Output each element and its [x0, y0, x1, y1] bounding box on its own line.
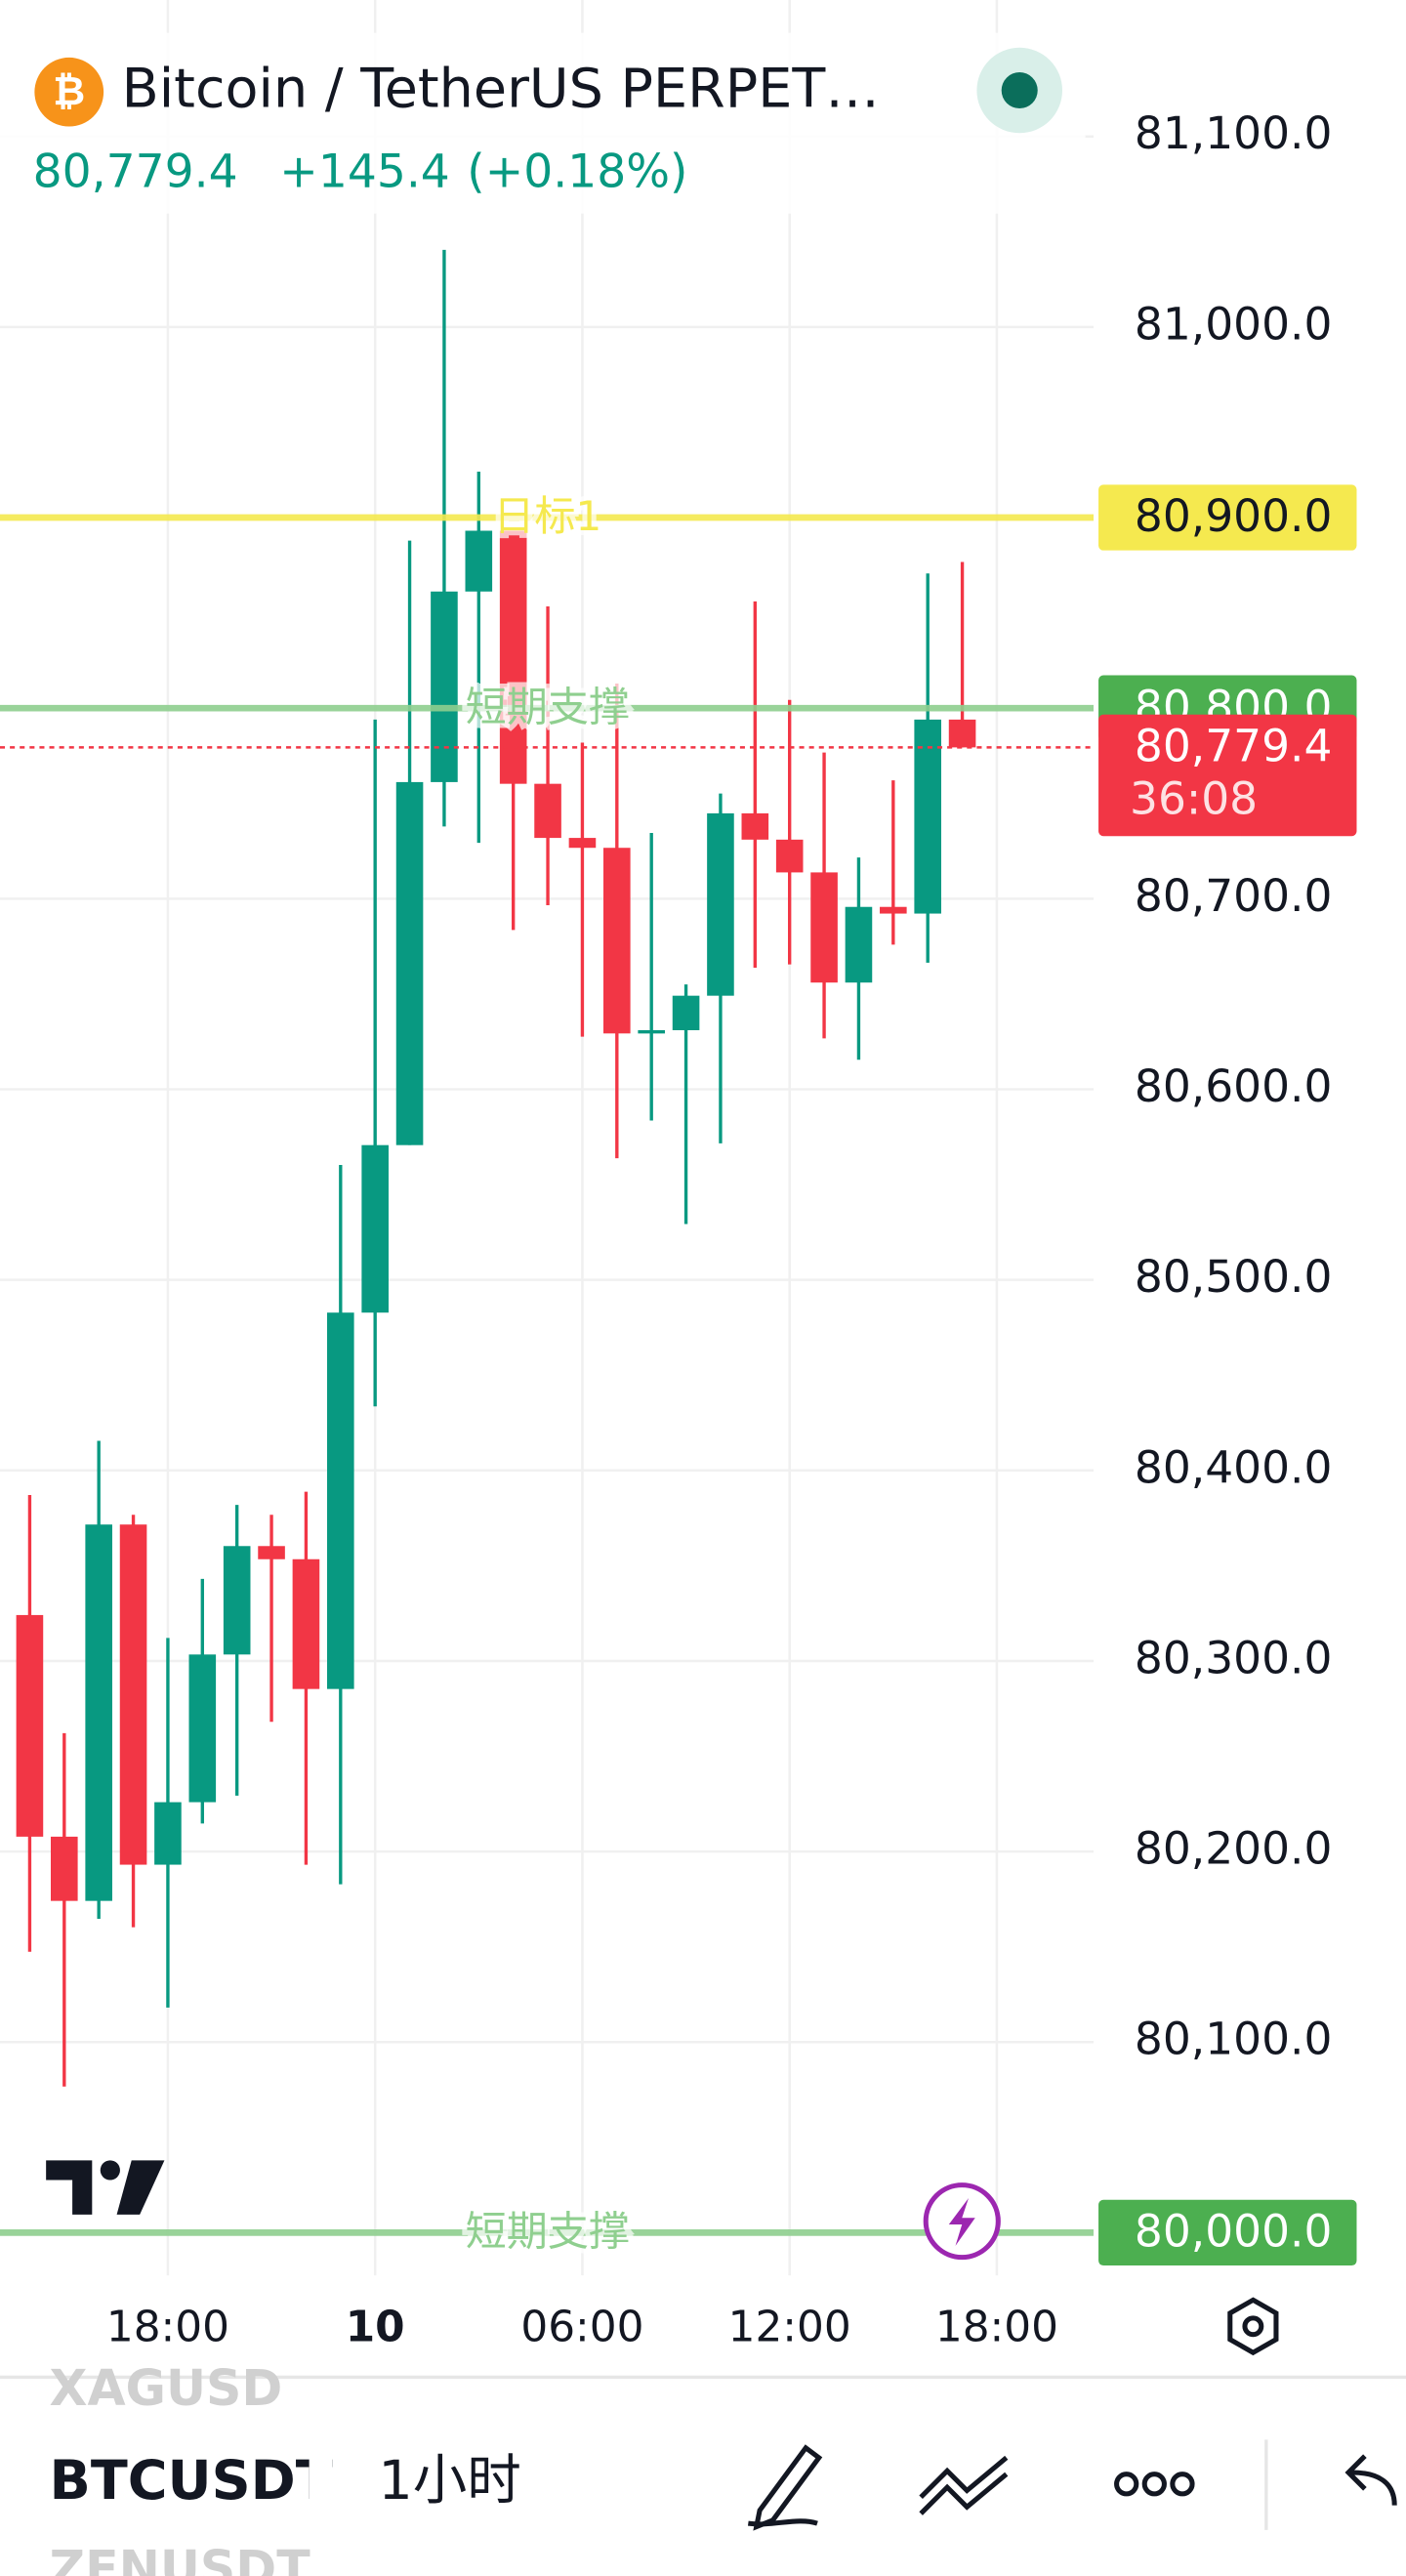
x-tick-label: 10: [346, 2303, 405, 2352]
level-label: 短期支撑: [466, 2208, 630, 2256]
candle-body: [499, 530, 527, 784]
candle-body: [85, 1524, 112, 1901]
candle-body: [568, 838, 597, 849]
y-tick-label: 80,400.0: [1135, 1441, 1332, 1493]
candle-body: [707, 812, 734, 996]
x-tick-label: 12:00: [728, 2303, 851, 2352]
y-tick-label: 81,000.0: [1135, 298, 1332, 350]
candle-body: [51, 1836, 78, 1901]
candle-body: [948, 719, 976, 748]
header-change-pct: (+0.18%): [467, 145, 687, 198]
candle-body: [672, 995, 700, 1030]
candle-body: [431, 591, 458, 782]
x-tick-label: 18:00: [935, 2303, 1058, 2352]
toolbar-interval[interactable]: 1小时: [378, 2449, 520, 2513]
y-tick-label: 80,100.0: [1135, 2014, 1332, 2065]
candle-body: [154, 1802, 182, 1865]
btc-icon-glyph: ₿: [53, 68, 85, 114]
candle-body: [223, 1546, 251, 1655]
axis: 81,100.0 81,000.0 80,700.0 80,600.0 80,500.0…: [106, 107, 1357, 2352]
market-status-dot: [1001, 72, 1038, 109]
candle-body: [395, 781, 424, 1145]
candle-body: [741, 812, 769, 840]
symbol-fade: [309, 2382, 333, 2576]
tv-logo: [46, 2160, 165, 2215]
last-price-label: 80,779.4: [1135, 721, 1332, 772]
candle-body: [258, 1546, 285, 1559]
candle-body: [638, 1029, 665, 1034]
level-price-box: [1098, 2199, 1357, 2266]
symbol-title: Bitcoin / TetherUS PERPET…: [122, 57, 880, 120]
candle-body: [914, 719, 941, 914]
toolbar-symbol-below[interactable]: ZENUSDT: [50, 2540, 311, 2576]
grid: [0, 0, 1094, 2276]
draw-button[interactable]: [747, 2444, 823, 2531]
candle-body: [810, 872, 838, 983]
more-button[interactable]: [1114, 2472, 1195, 2497]
last-price-box: [1098, 714, 1357, 837]
header-change: +145.4: [279, 145, 450, 198]
candle-body: [845, 906, 873, 983]
candle-body: [188, 1654, 217, 1803]
candle-body: [292, 1558, 320, 1689]
candle-body: [361, 1144, 389, 1313]
candle-body: [603, 848, 631, 1034]
x-tick-label: 06:00: [520, 2303, 643, 2352]
y-tick-label: 80,600.0: [1135, 1060, 1332, 1112]
header-bg: [0, 32, 1086, 214]
level-label: 短期支撑: [466, 683, 630, 730]
candle-body: [16, 1614, 44, 1837]
countdown: 36:08: [1130, 772, 1258, 824]
x-tick-label: 18:00: [106, 2303, 229, 2352]
y-tick-label: 81,100.0: [1135, 107, 1332, 159]
toolbar-symbol[interactable]: BTCUSDT: [50, 2449, 333, 2513]
candle-body: [534, 783, 561, 839]
btc-icon: [34, 57, 104, 127]
y-tick-label: 80,500.0: [1135, 1251, 1332, 1303]
candle-body: [465, 530, 493, 592]
indicators-button[interactable]: [919, 2455, 1009, 2515]
y-tick-label: 80,300.0: [1135, 1632, 1332, 1683]
header-price: 80,779.4: [33, 145, 238, 198]
level-label: 日标1: [493, 492, 601, 540]
back-button[interactable]: [1344, 2454, 1397, 2506]
level-price-box: [1098, 484, 1357, 551]
candle-body: [880, 906, 907, 914]
level-price-label: 80,900.0: [1135, 490, 1332, 542]
candle-body: [119, 1524, 147, 1865]
y-tick-label: 80,200.0: [1135, 1823, 1332, 1875]
level-price-label: 80,000.0: [1135, 2206, 1332, 2258]
toolbar-symbol-above[interactable]: XAGUSD: [50, 2359, 283, 2417]
candle-body: [327, 1312, 354, 1689]
y-tick-label: 80,700.0: [1135, 870, 1332, 922]
candle-body: [775, 839, 804, 873]
alert-icon: [948, 2198, 975, 2246]
settings-button[interactable]: [1227, 2297, 1279, 2356]
